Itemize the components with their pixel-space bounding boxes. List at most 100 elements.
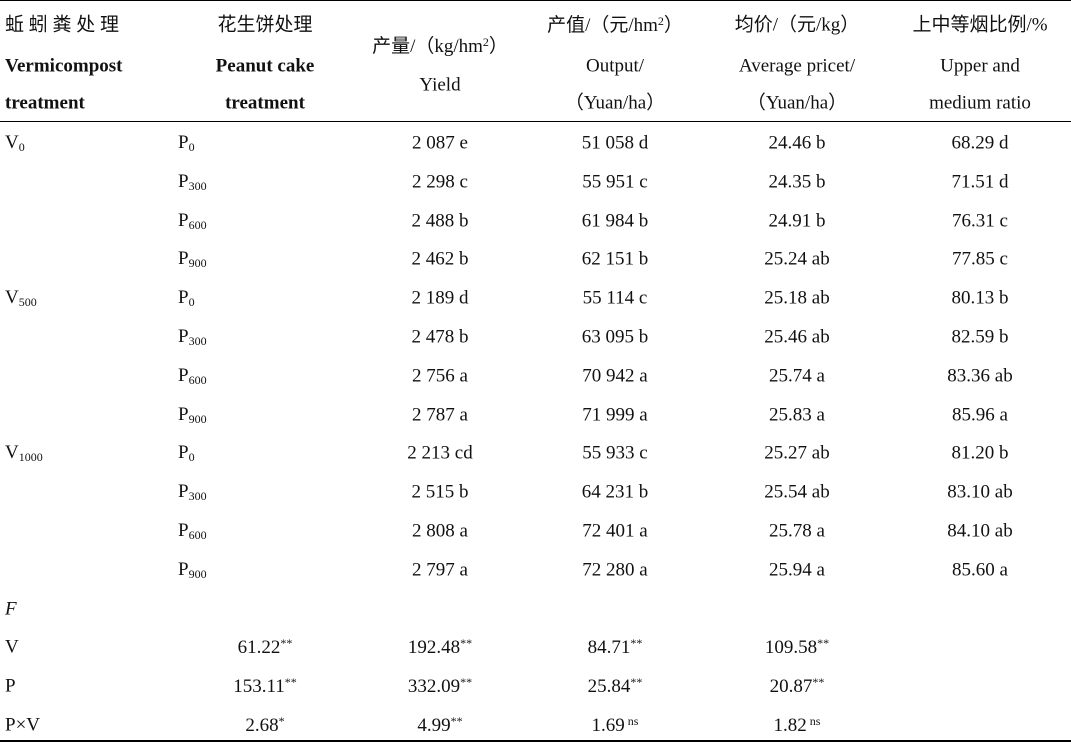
cell-value: 61 984 b [581, 210, 649, 232]
value: 332.09 [407, 676, 461, 698]
sig: ** [450, 714, 463, 728]
sub: 900 [188, 256, 207, 271]
cell-value: 2 213 cd [407, 442, 473, 464]
cell-value: 62 151 b [581, 248, 649, 270]
header-text: （Yuan/ha） [564, 92, 666, 114]
cell-value: 25.94 a [769, 559, 825, 581]
f-value: 1.69 ns [592, 715, 639, 735]
sub: 900 [188, 411, 207, 426]
base: P [178, 558, 189, 580]
cell-value: 2 189 d [411, 287, 469, 309]
cell-value: 2 787 a [412, 404, 468, 426]
cell-value: 24.91 b [768, 210, 826, 232]
sub: 300 [188, 489, 207, 504]
f-value: 192.48** [408, 637, 472, 657]
cell-value: 68.29 d [951, 132, 1009, 154]
value: 4.99 [417, 715, 451, 736]
value: 84.71 [587, 637, 631, 659]
base: P [178, 481, 189, 503]
cell-value: 83.36 ab [947, 365, 1013, 387]
sub: 1000 [18, 450, 43, 465]
f-value: 332.09** [408, 676, 472, 696]
cell-value: 83.10 ab [947, 481, 1013, 503]
header-text: medium ratio [929, 92, 1031, 114]
cell-value: 85.96 a [952, 404, 1008, 426]
sig: * [278, 714, 285, 728]
header-text: Upper and [940, 55, 1020, 77]
cell-value: 2 515 b [411, 481, 469, 503]
cell-value: 81.20 b [951, 442, 1009, 464]
cell-value: 72 401 a [582, 520, 648, 542]
cell-value: 25.74 a [769, 365, 825, 387]
value: 192.48 [407, 637, 461, 659]
sub: 300 [188, 334, 207, 348]
post: ） [488, 36, 508, 57]
cell-value: 25.46 ab [764, 326, 830, 348]
base: V [5, 442, 19, 464]
cell-value: 2 808 a [412, 520, 468, 542]
cell-value: 24.35 b [768, 171, 826, 193]
header-rule [0, 121, 1071, 122]
header-text: Vermicompost [5, 55, 123, 77]
f-value: 61.22** [238, 637, 293, 657]
f-value: 4.99** [417, 715, 462, 735]
peanut-level: P600 [178, 211, 207, 231]
peanut-level: P300 [178, 327, 207, 347]
f-value: 1.82 ns [774, 715, 821, 735]
cell-value: 72 280 a [582, 559, 648, 581]
sub: 600 [188, 372, 207, 387]
sub: 300 [188, 178, 207, 193]
cell-value: 70 942 a [582, 365, 648, 387]
cell-value: 2 298 c [412, 171, 468, 193]
sub: 600 [188, 528, 207, 542]
sig: ** [630, 675, 643, 690]
peanut-level: P900 [178, 560, 207, 580]
sig: ** [817, 636, 830, 651]
cell-value: 84.10 ab [947, 520, 1013, 542]
cell-value: 25.78 a [769, 520, 825, 542]
cell-value: 25.54 ab [764, 481, 830, 503]
header-text: 均价/（元/kg） [734, 14, 860, 36]
cell-value: 76.31 c [952, 210, 1008, 232]
cell-value: 25.24 ab [764, 248, 830, 270]
value: 25.84 [587, 676, 631, 698]
cell-value: 25.27 ab [764, 442, 830, 464]
sub: 900 [188, 566, 207, 581]
value: 1.69 [591, 715, 625, 736]
header-text: 花生饼处理 [217, 14, 313, 36]
cell-value: 51 058 d [581, 132, 649, 154]
value: 153.11 [233, 676, 285, 698]
f-value: 84.71** [588, 637, 643, 657]
header-text: 蚯 蚓 粪 处 理 [5, 14, 120, 36]
value: 61.22 [237, 637, 281, 659]
value: 109.58 [764, 637, 818, 659]
sig: ns [624, 714, 639, 728]
base: P [178, 442, 189, 464]
base: P [178, 326, 189, 347]
peanut-level: P600 [178, 366, 207, 386]
pre: 产量/（kg/hm [372, 36, 483, 57]
base: V [5, 287, 19, 309]
vermicompost-level: V500 [5, 288, 37, 308]
sig: ** [460, 636, 473, 651]
pre: 产值/（元/hm [547, 15, 658, 36]
value: 2.68 [245, 715, 279, 736]
cell-value: 77.85 c [952, 248, 1008, 270]
base: P [178, 364, 189, 386]
sub: 0 [188, 295, 195, 310]
header-text: Average pricet/ [738, 55, 856, 77]
cell-value: 2 797 a [412, 559, 468, 581]
sig: ** [630, 636, 643, 651]
cell-value: 82.59 b [951, 326, 1009, 348]
cell-value: 2 087 e [412, 132, 468, 154]
cell-value: 55 933 c [582, 442, 648, 464]
cell-value: 63 095 b [581, 326, 649, 348]
post: ） [663, 15, 683, 36]
header-text: treatment [225, 92, 305, 114]
cell-value: 80.13 b [951, 287, 1009, 309]
cell-value: 25.18 ab [764, 287, 830, 309]
cell-value: 71.51 d [951, 171, 1009, 193]
cell-value: 24.46 b [768, 132, 826, 154]
base: P [178, 132, 189, 153]
